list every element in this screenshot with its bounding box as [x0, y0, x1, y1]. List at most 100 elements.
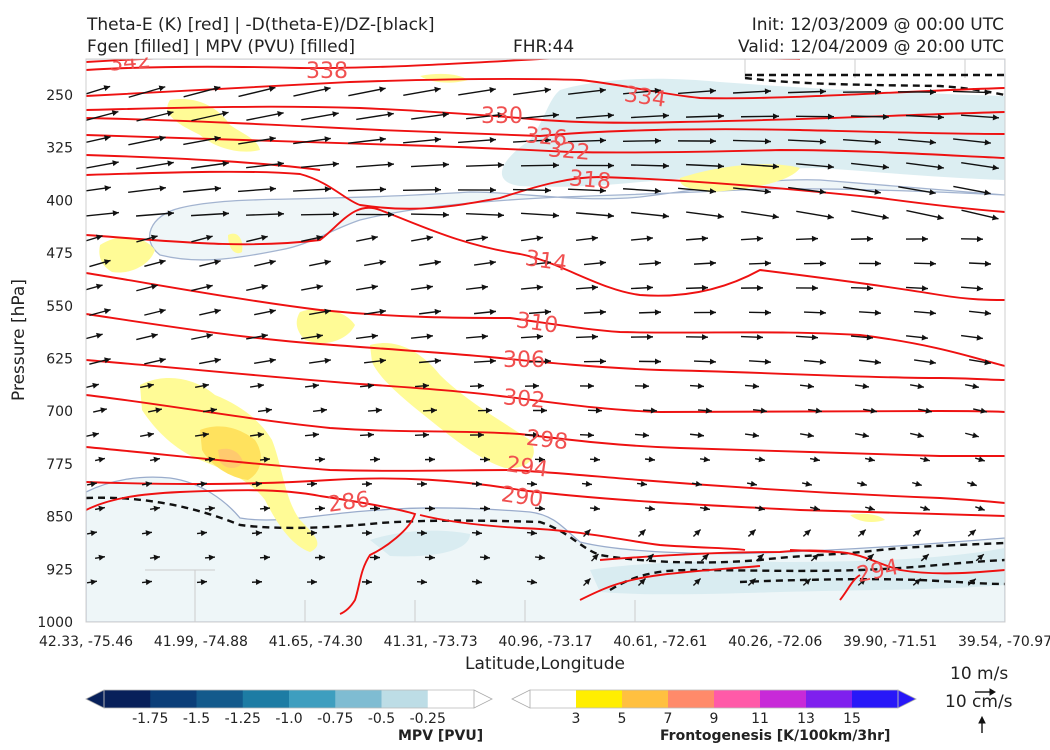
- wind-vector: [914, 359, 936, 366]
- wind-vector: [144, 259, 166, 268]
- colorbar-swatch: [806, 690, 853, 708]
- wind-vector: [473, 358, 497, 365]
- wind-vector: [746, 480, 758, 487]
- theta-e-334: [86, 78, 1005, 100]
- y-tick-label: 775: [46, 457, 73, 473]
- wind-vector: [479, 456, 491, 463]
- wind-vector: [202, 407, 218, 414]
- wind-vector: [257, 407, 273, 414]
- colorbar-swatch: [381, 690, 429, 708]
- wind-vector: [89, 357, 111, 365]
- wind-vector: [466, 112, 504, 120]
- wind-vector: [842, 88, 882, 95]
- mpv-colorbar-label: MPV [PVU]: [398, 728, 484, 744]
- wind-vector: [128, 135, 166, 146]
- fgen-fill-7: [218, 448, 243, 468]
- mpv-fill-lower-core2: [370, 530, 470, 557]
- wind-vector: [622, 137, 662, 144]
- wind-vector: [89, 308, 111, 317]
- theta-e-contour-label: 338: [306, 59, 348, 84]
- wind-vector: [685, 334, 709, 341]
- wind-vector: [304, 431, 320, 438]
- chart-title-line1: Theta-E (K) [red] | -D(theta-E)/DZ-[blac…: [87, 15, 435, 35]
- wind-vector: [528, 358, 552, 365]
- wind-vector: [532, 407, 548, 414]
- wind-vector: [348, 136, 386, 144]
- wind-vector: [744, 432, 760, 439]
- wind-vector: [369, 456, 381, 463]
- colorbar-swatch: [335, 690, 382, 708]
- wind-vector: [246, 284, 268, 291]
- wind-vector: [293, 136, 331, 145]
- colorbar-tick-label: 5: [618, 711, 627, 727]
- wind-vector: [912, 578, 922, 586]
- wind-vector: [587, 407, 603, 414]
- wind-vector: [141, 530, 153, 537]
- y-axis-ticks: 250 325 400 475 550 625 700 775 850 925 1000: [37, 88, 73, 631]
- wind-vector: [960, 114, 1000, 121]
- wind-vector: [740, 113, 780, 120]
- wind-vector: [466, 235, 488, 242]
- wind-vector: [692, 578, 702, 586]
- wind-vector: [857, 529, 867, 537]
- wind-vector: [191, 234, 213, 243]
- wind-vector: [473, 309, 497, 315]
- theta-e-318-b: [86, 170, 1005, 213]
- wind-vector: [699, 456, 711, 463]
- wind-vector: [645, 553, 655, 562]
- wind-vector: [144, 308, 166, 316]
- wind-vector: [424, 456, 436, 463]
- y-axis-label: Pressure [hPa]: [9, 279, 29, 401]
- wind-vector: [199, 259, 221, 267]
- wind-vector: [402, 186, 442, 193]
- colorbar-tick-label: -0.25: [410, 711, 446, 727]
- wind-vector: [733, 187, 771, 195]
- grid-lines: [145, 59, 966, 622]
- wind-vector: [969, 359, 991, 366]
- colorbar-extend-right: [473, 689, 493, 709]
- wind-vector: [418, 308, 442, 315]
- wind-vector: [471, 529, 483, 536]
- wind-vector: [86, 110, 119, 121]
- wind-vector: [630, 333, 654, 340]
- wind-vector: [583, 260, 607, 266]
- wind-vector: [300, 211, 340, 218]
- wind-vector: [912, 480, 922, 487]
- wind-vector: [685, 113, 725, 120]
- wind-vector: [147, 407, 163, 414]
- wind-vector: [636, 480, 648, 487]
- wind-vector: [732, 88, 772, 95]
- valid-time: Valid: 12/04/2009 @ 20:00 UTC: [738, 37, 1004, 57]
- wind-vector: [183, 135, 221, 146]
- theta-e-contour-label: 326: [524, 123, 568, 152]
- wind-vector: [905, 334, 929, 341]
- wind-vector: [136, 234, 158, 243]
- wind-vector: [850, 235, 874, 242]
- wind-vector: [905, 114, 945, 121]
- colorbar-swatch: [104, 690, 151, 708]
- y-tick-label: 250: [46, 88, 73, 104]
- wind-vector: [191, 333, 213, 340]
- wind-vector: [309, 357, 331, 364]
- wind-vector: [301, 235, 323, 243]
- wind-vector: [898, 138, 936, 146]
- wind-vector: [86, 530, 98, 537]
- fgen-fill-4: [370, 343, 534, 469]
- wind-vector: [465, 284, 489, 291]
- wind-vector: [457, 187, 497, 194]
- wind-vector: [196, 579, 208, 586]
- wind-vector: [411, 111, 449, 120]
- wind-vector: [583, 309, 607, 316]
- wind-vector: [693, 309, 717, 316]
- wind-vector: [755, 553, 765, 562]
- wind-vector: [638, 260, 662, 267]
- wind-vector: [304, 382, 320, 389]
- wind-vector: [637, 528, 647, 538]
- y-tick-label: 475: [46, 246, 73, 262]
- colorbar-tick-label: 11: [751, 711, 769, 727]
- x-tick-label: 40.96, -73.17: [498, 634, 592, 650]
- colorbar-swatch: [530, 690, 577, 708]
- wind-vector: [843, 186, 881, 195]
- wind-vector: [697, 407, 713, 414]
- wind-vector: [140, 382, 154, 389]
